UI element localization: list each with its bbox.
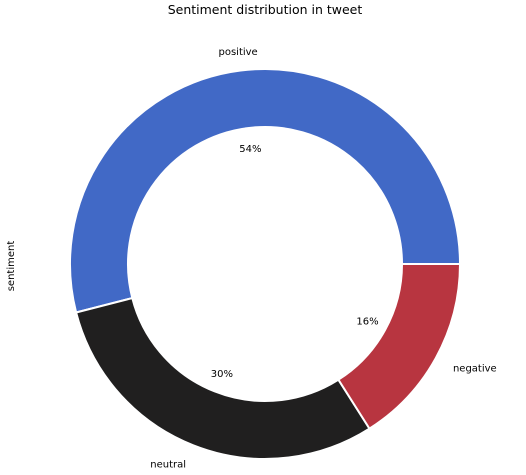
y-axis-label: sentiment [6,241,17,292]
chart-title: Sentiment distribution in tweet [168,2,363,17]
slice-label-negative: negative [453,363,497,374]
slices-group [69,68,462,460]
slice-negative [337,263,462,431]
slice-label-neutral: neutral [150,459,186,470]
slice-label-positive: positive [218,47,257,58]
slice-percent-negative: 16% [356,316,378,327]
labels-group: positive 54% neutral 30% negative 16% [150,47,496,470]
slice-percent-positive: 54% [239,144,261,155]
slice-positive [69,68,462,314]
slice-neutral [74,296,371,460]
slice-percent-neutral: 30% [211,369,233,380]
